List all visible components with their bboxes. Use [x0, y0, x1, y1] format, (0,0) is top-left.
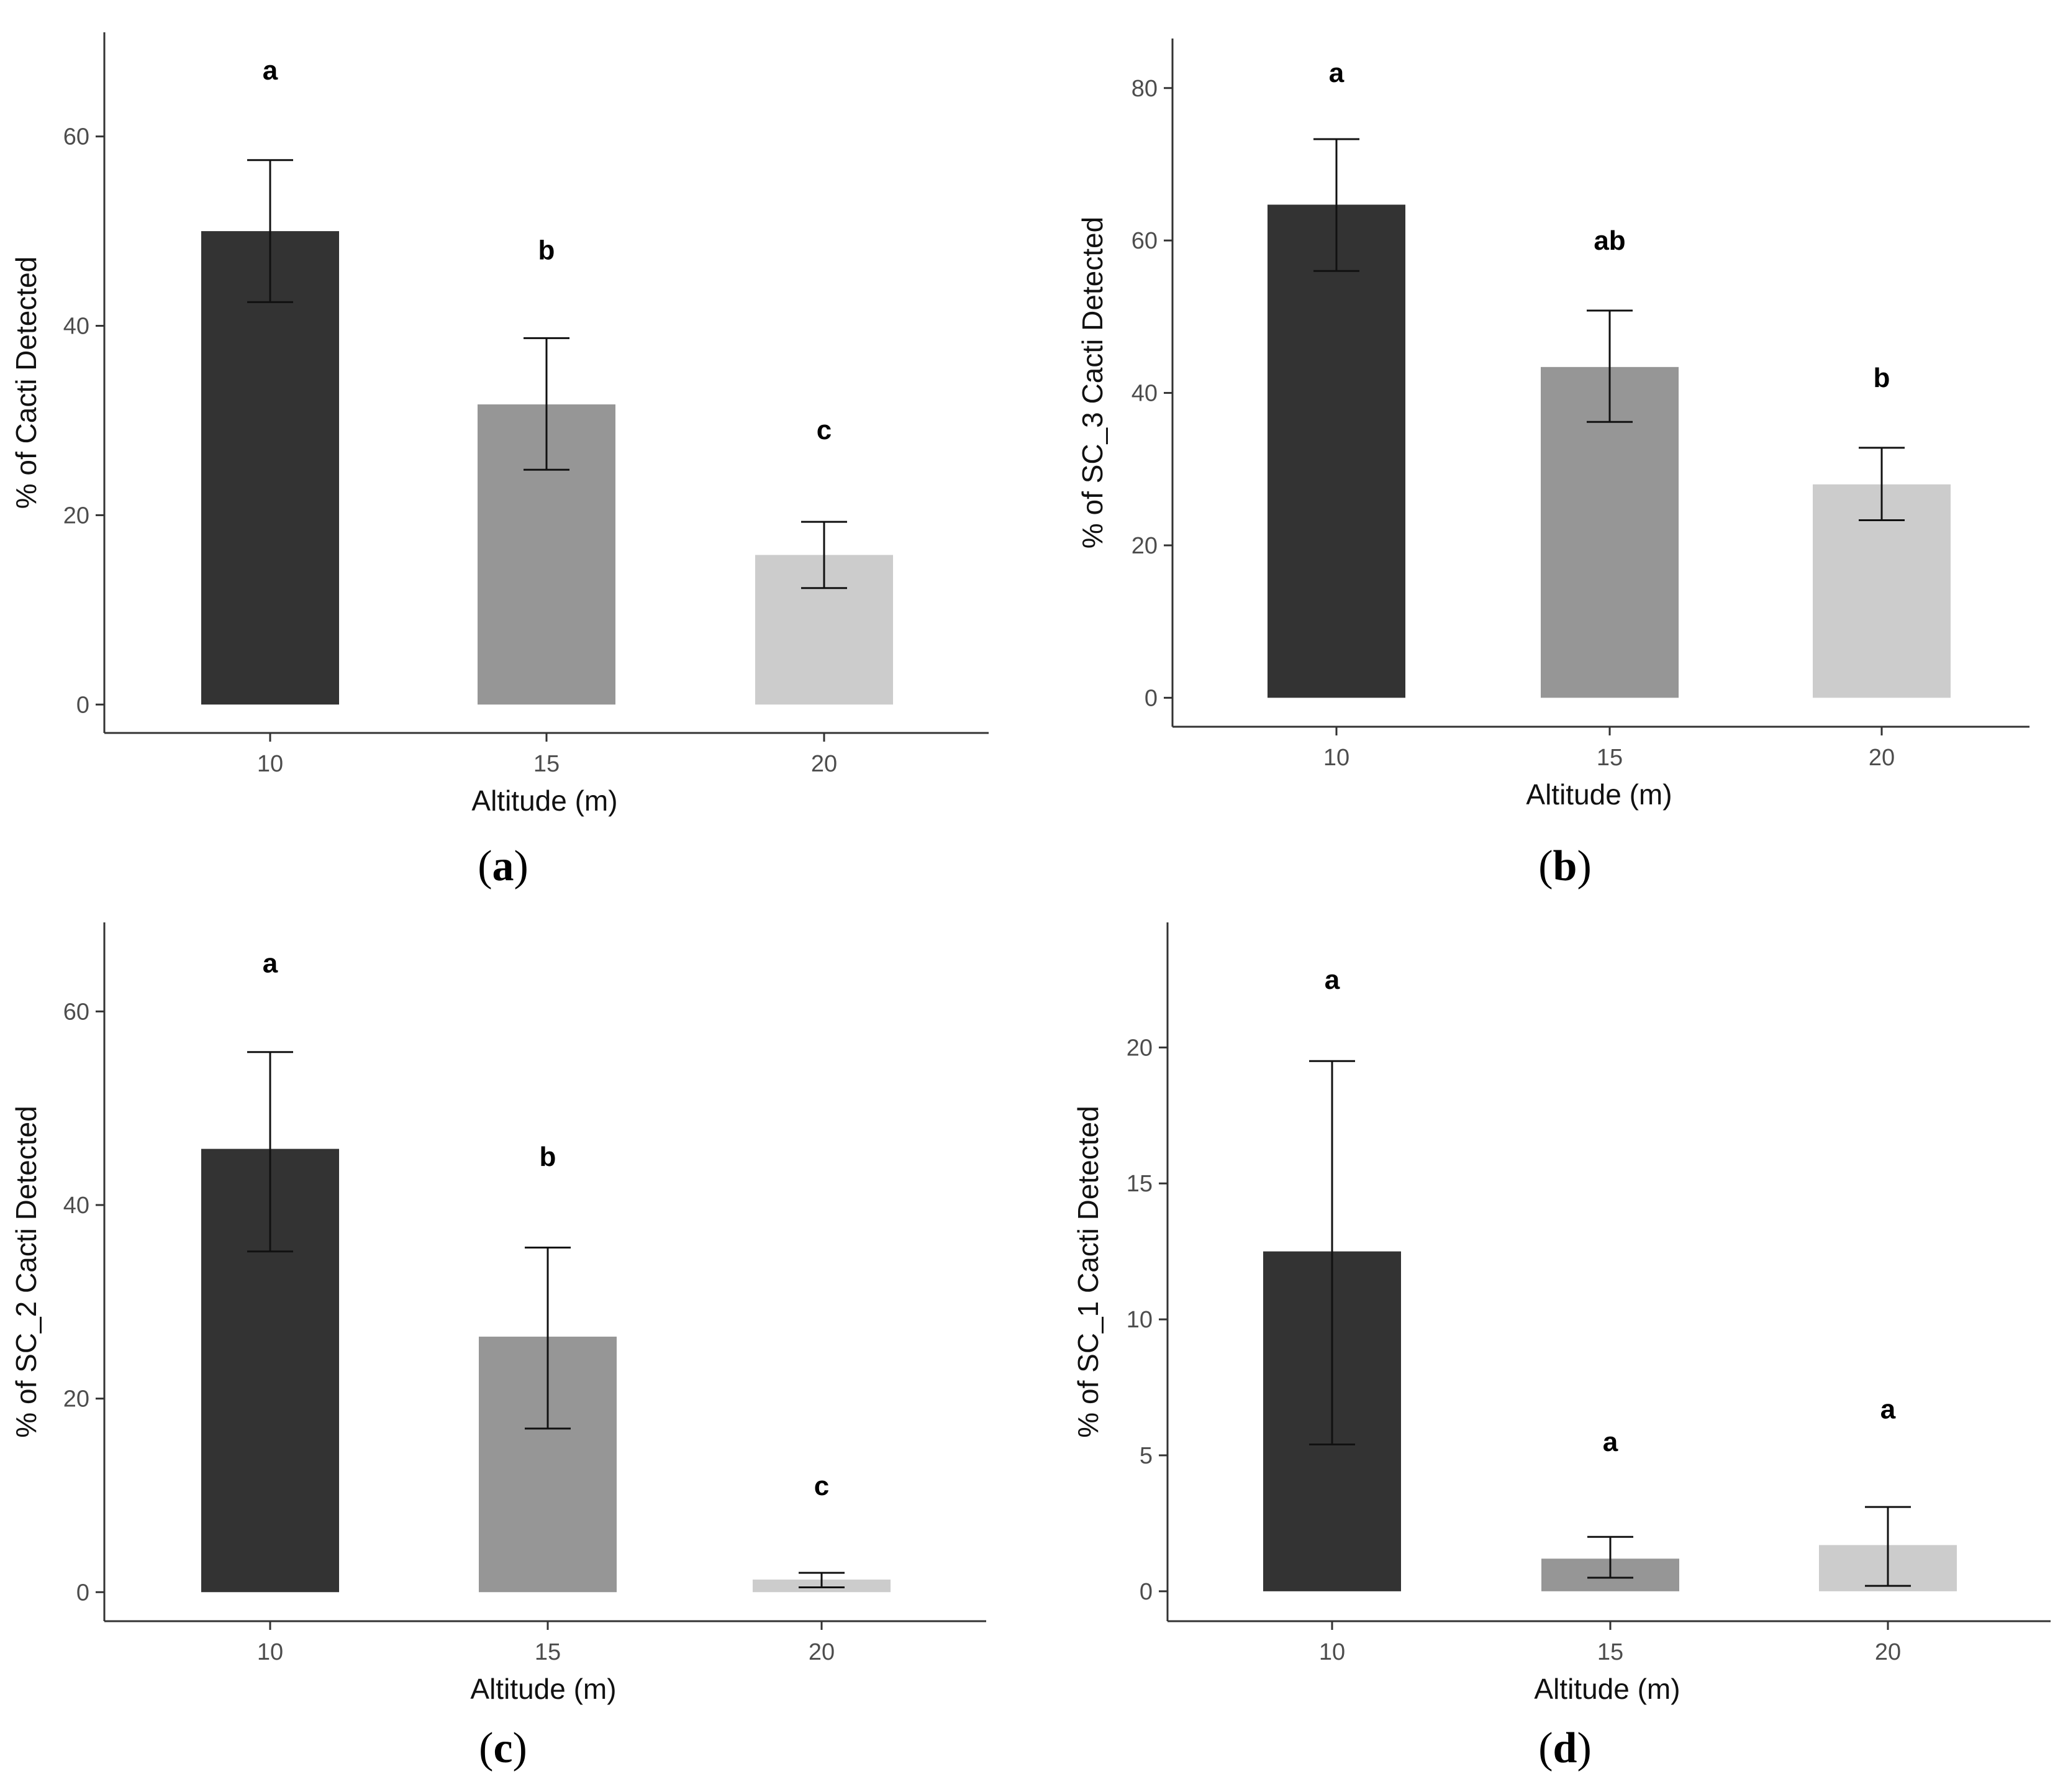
panel-caption-c: (c): [479, 1724, 527, 1772]
y-tick-label: 20: [63, 1386, 89, 1412]
panel-caption-b: (b): [1538, 842, 1592, 890]
y-tick-label: 10: [1127, 1307, 1153, 1333]
significance-label: ab: [1594, 225, 1625, 256]
panel-caption-a: (a): [478, 842, 528, 890]
significance-label: a: [1325, 965, 1340, 995]
x-axis-label: Altitude (m): [1534, 1673, 1680, 1705]
x-tick-label: 10: [257, 751, 283, 777]
y-tick-label: 60: [63, 124, 89, 150]
y-axis-label: % of SC_1 Cacti Detected: [1072, 1106, 1104, 1437]
significance-label: a: [1880, 1394, 1896, 1425]
panel-caption-letter: d: [1553, 1724, 1577, 1772]
significance-label: a: [1329, 58, 1345, 88]
significance-label: c: [814, 1471, 829, 1501]
y-tick-label: 20: [63, 503, 89, 529]
panel-caption-letter: b: [1553, 842, 1577, 890]
y-tick-label: 0: [76, 1580, 89, 1606]
x-tick-label: 10: [1323, 745, 1349, 771]
x-axis-label: Altitude (m): [1526, 778, 1672, 811]
panel-caption-letter: c: [493, 1724, 513, 1772]
y-tick-label: 20: [1132, 533, 1158, 559]
x-tick-label: 10: [257, 1639, 283, 1665]
x-tick-label: 20: [1869, 745, 1895, 771]
significance-label: a: [1603, 1427, 1618, 1457]
y-axis-label: % of SC_3 Cacti Detected: [1076, 217, 1109, 548]
x-tick-label: 15: [1597, 1639, 1623, 1665]
significance-label: a: [263, 55, 278, 86]
y-tick-label: 40: [1132, 381, 1158, 407]
chart-panel-d: 0 5 10 15 20 a 10 a 15 a 20 Altitude (m) % of SC_1 C…: [1072, 922, 2051, 1705]
y-tick-label: 20: [1127, 1035, 1153, 1061]
chart-panel-c: 0 20 40 60 a 10 b 15 c 20 Altitude (m) % of SC_2 Ca…: [10, 922, 986, 1705]
significance-label: b: [538, 235, 555, 266]
y-tick-label: 0: [76, 692, 89, 718]
y-axis-label: % of Cacti Detected: [10, 257, 42, 509]
significance-label: c: [817, 415, 832, 445]
y-tick-label: 40: [63, 1193, 89, 1219]
bar: [201, 231, 339, 705]
y-tick-label: 5: [1140, 1443, 1153, 1469]
x-tick-label: 20: [1875, 1639, 1901, 1665]
x-tick-label: 10: [1319, 1639, 1345, 1665]
x-tick-label: 15: [533, 751, 560, 777]
panel-caption-d: (d): [1538, 1724, 1592, 1772]
y-axis-label: % of SC_2 Cacti Detected: [10, 1106, 42, 1437]
chart-panel-a: 0 20 40 60 a 10 b 15 c 20 Altitude (m) % of Cacti D…: [10, 32, 989, 817]
y-tick-label: 15: [1127, 1171, 1153, 1197]
y-tick-label: 40: [63, 314, 89, 340]
bar: [1268, 204, 1405, 698]
y-tick-label: 0: [1145, 685, 1158, 711]
y-tick-label: 0: [1140, 1579, 1153, 1605]
x-tick-label: 20: [811, 751, 837, 777]
y-tick-label: 60: [63, 999, 89, 1025]
significance-label: a: [263, 948, 278, 978]
panel-caption-letter: a: [492, 842, 514, 890]
x-axis-label: Altitude (m): [470, 1673, 616, 1705]
y-tick-label: 80: [1132, 76, 1158, 102]
significance-label: b: [540, 1142, 556, 1172]
x-tick-label: 15: [1597, 745, 1623, 771]
x-tick-label: 20: [809, 1639, 835, 1665]
x-axis-label: Altitude (m): [471, 785, 617, 817]
significance-label: b: [1874, 363, 1890, 393]
chart-panel-b: 0 20 40 60 80 a 10 ab 15 b 20 Altitude (m) % of SC_3…: [1076, 39, 2029, 811]
x-tick-label: 15: [535, 1639, 561, 1665]
y-tick-label: 60: [1132, 228, 1158, 254]
